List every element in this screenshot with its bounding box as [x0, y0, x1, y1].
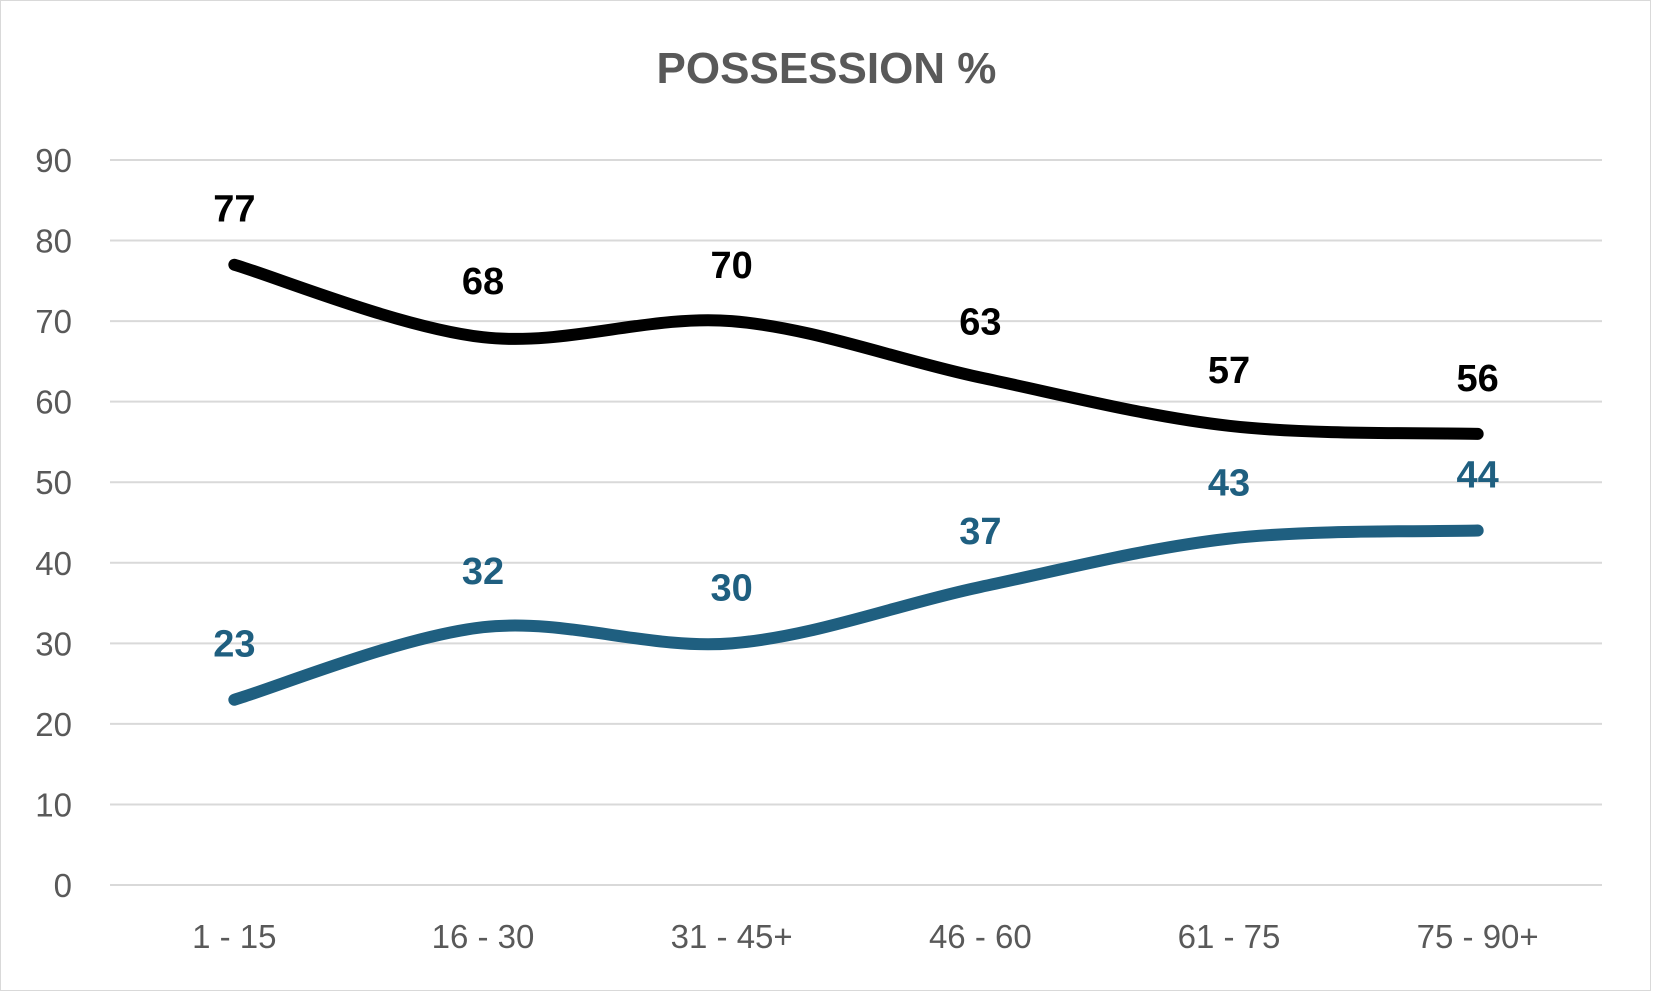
data-labels: 77 68 70 63 57 56 23 32 30 37 43 44	[213, 189, 1499, 666]
x-tick-label: 46 - 60	[929, 918, 1032, 955]
data-label: 32	[462, 551, 504, 593]
y-tick-label: 50	[35, 464, 72, 501]
y-tick-label: 70	[35, 303, 72, 340]
y-tick-label: 40	[35, 545, 72, 582]
y-tick-label: 60	[35, 384, 72, 421]
y-tick-label: 90	[35, 142, 72, 179]
y-tick-label: 10	[35, 786, 72, 823]
y-tick-label: 20	[35, 706, 72, 743]
gridlines	[110, 159, 1602, 886]
data-label: 37	[959, 511, 1001, 553]
data-label: 56	[1457, 358, 1499, 400]
series-line	[228, 524, 1484, 706]
y-tick-label: 0	[54, 867, 72, 904]
data-label: 23	[213, 624, 255, 666]
x-tick-label: 31 - 45+	[671, 918, 793, 955]
x-tick-label: 75 - 90+	[1417, 918, 1539, 955]
data-label: 77	[213, 189, 255, 231]
y-axis-tick-labels: 0 10 20 30 40 50 60 70 80 90	[35, 142, 72, 904]
data-label: 70	[711, 245, 753, 287]
x-tick-label: 61 - 75	[1178, 918, 1281, 955]
chart-title: POSSESSION %	[656, 44, 997, 93]
x-tick-label: 1 - 15	[192, 918, 276, 955]
y-tick-label: 80	[35, 223, 72, 260]
data-label: 57	[1208, 350, 1250, 392]
x-axis-tick-labels: 1 - 15 16 - 30 31 - 45+ 46 - 60 61 - 75 75 - …	[192, 918, 1539, 955]
series-line	[228, 258, 1484, 440]
data-label: 43	[1208, 463, 1250, 505]
data-label: 68	[462, 261, 504, 303]
data-label: 30	[711, 567, 753, 609]
data-label: 44	[1457, 455, 1499, 497]
x-tick-label: 16 - 30	[432, 918, 535, 955]
series-lines	[228, 258, 1484, 706]
y-tick-label: 30	[35, 625, 72, 662]
data-label: 63	[959, 302, 1001, 344]
